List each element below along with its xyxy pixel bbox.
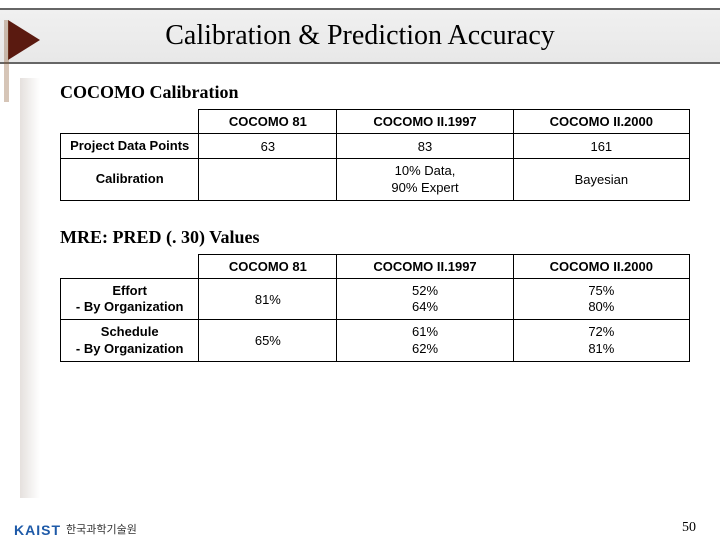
footer: KAIST 한국과학기술원 50 xyxy=(0,512,720,542)
table-cell: 81% xyxy=(199,278,337,320)
table-cell: 83 xyxy=(337,134,513,159)
row-label: Project Data Points xyxy=(61,134,199,159)
page-title: Calibration & Prediction Accuracy xyxy=(165,20,555,52)
row-label: Effort - By Organization xyxy=(61,278,199,320)
table-cell: 75% 80% xyxy=(513,278,689,320)
section1-heading: COCOMO Calibration xyxy=(60,82,690,103)
table-cell: 72% 81% xyxy=(513,320,689,362)
row-label: Schedule - By Organization xyxy=(61,320,199,362)
table-row: Project Data Points 63 83 161 xyxy=(61,134,690,159)
table-corner xyxy=(61,254,199,278)
table-cell: 10% Data, 90% Expert xyxy=(337,159,513,201)
content-area: COCOMO Calibration COCOMO 81 COCOMO II.1… xyxy=(0,64,720,362)
table-row: Effort - By Organization 81% 52% 64% 75%… xyxy=(61,278,690,320)
col-header: COCOMO II.1997 xyxy=(337,110,513,134)
table-cell: 52% 64% xyxy=(337,278,513,320)
col-header: COCOMO 81 xyxy=(199,254,337,278)
corner-diamond-icon xyxy=(0,16,50,106)
col-header: COCOMO II.2000 xyxy=(513,110,689,134)
page-number: 50 xyxy=(682,520,696,536)
table-cell: 63 xyxy=(199,134,337,159)
kaist-korean-label: 한국과학기술원 xyxy=(66,521,137,537)
table-row: Calibration 10% Data, 90% Expert Bayesia… xyxy=(61,159,690,201)
table-cell: 161 xyxy=(513,134,689,159)
row-label: Calibration xyxy=(61,159,199,201)
table-cell: 65% xyxy=(199,320,337,362)
col-header: COCOMO II.2000 xyxy=(513,254,689,278)
table-corner xyxy=(61,110,199,134)
table-row: Schedule - By Organization 65% 61% 62% 7… xyxy=(61,320,690,362)
table-cell xyxy=(199,159,337,201)
left-spine-decoration xyxy=(20,78,40,498)
table-cell: Bayesian xyxy=(513,159,689,201)
pred-table: COCOMO 81 COCOMO II.1997 COCOMO II.2000 … xyxy=(60,254,690,362)
section2-heading: MRE: PRED (. 30) Values xyxy=(60,227,690,248)
col-header: COCOMO 81 xyxy=(199,110,337,134)
col-header: COCOMO II.1997 xyxy=(337,254,513,278)
table-cell: 61% 62% xyxy=(337,320,513,362)
title-banner: Calibration & Prediction Accuracy xyxy=(0,8,720,64)
kaist-logo: KAIST xyxy=(14,522,61,538)
calibration-table: COCOMO 81 COCOMO II.1997 COCOMO II.2000 … xyxy=(60,109,690,201)
